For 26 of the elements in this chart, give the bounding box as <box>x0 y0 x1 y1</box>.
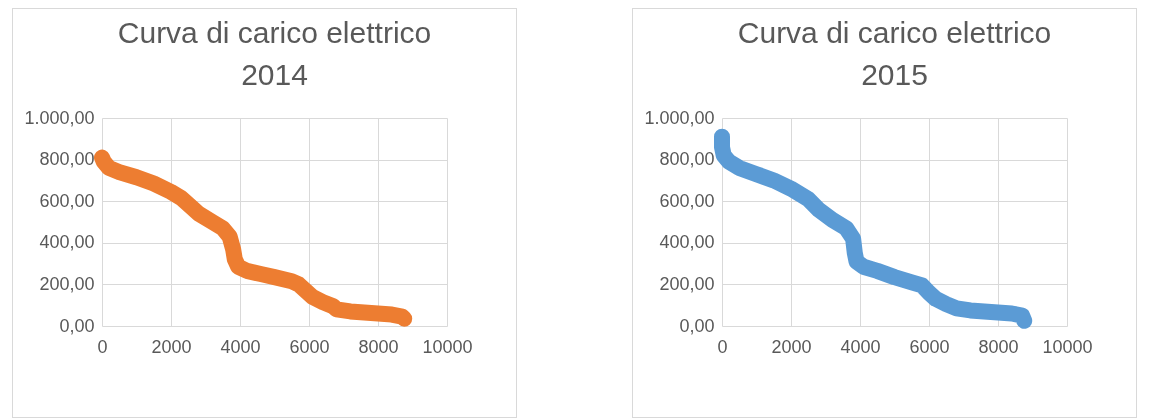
x-tick-label: 10000 <box>1042 336 1093 357</box>
x-tick-label: 8000 <box>978 336 1019 357</box>
x-tick-label: 6000 <box>909 336 950 357</box>
y-tick-label: 600,00 <box>39 190 95 211</box>
x-tick-label: 8000 <box>358 336 399 357</box>
y-tick-label: 400,00 <box>39 232 95 253</box>
x-tick-label: 2000 <box>771 336 812 357</box>
y-tick-label: 200,00 <box>39 273 95 294</box>
x-tick-label: 4000 <box>220 336 261 357</box>
x-tick-label: 0 <box>97 336 108 357</box>
y-tick-label: 800,00 <box>39 149 95 170</box>
x-tick-label: 0 <box>717 336 728 357</box>
y-tick-label: 600,00 <box>659 190 715 211</box>
y-tick-label: 0,00 <box>59 315 95 336</box>
y-tick-label: 200,00 <box>659 273 715 294</box>
y-tick-label: 1.000,00 <box>24 107 95 128</box>
x-tick-label: 4000 <box>840 336 881 357</box>
y-tick-label: 400,00 <box>659 232 715 253</box>
y-tick-label: 800,00 <box>659 149 715 170</box>
x-tick-label: 6000 <box>289 336 330 357</box>
y-tick-label: 0,00 <box>679 315 715 336</box>
chart-title: Curva di carico elettrico 2014 <box>117 16 432 91</box>
x-tick-label: 10000 <box>422 336 473 357</box>
y-tick-label: 1.000,00 <box>644 107 715 128</box>
x-tick-label: 2000 <box>151 336 192 357</box>
chart-title: Curva di carico elettrico 2015 <box>737 16 1052 91</box>
